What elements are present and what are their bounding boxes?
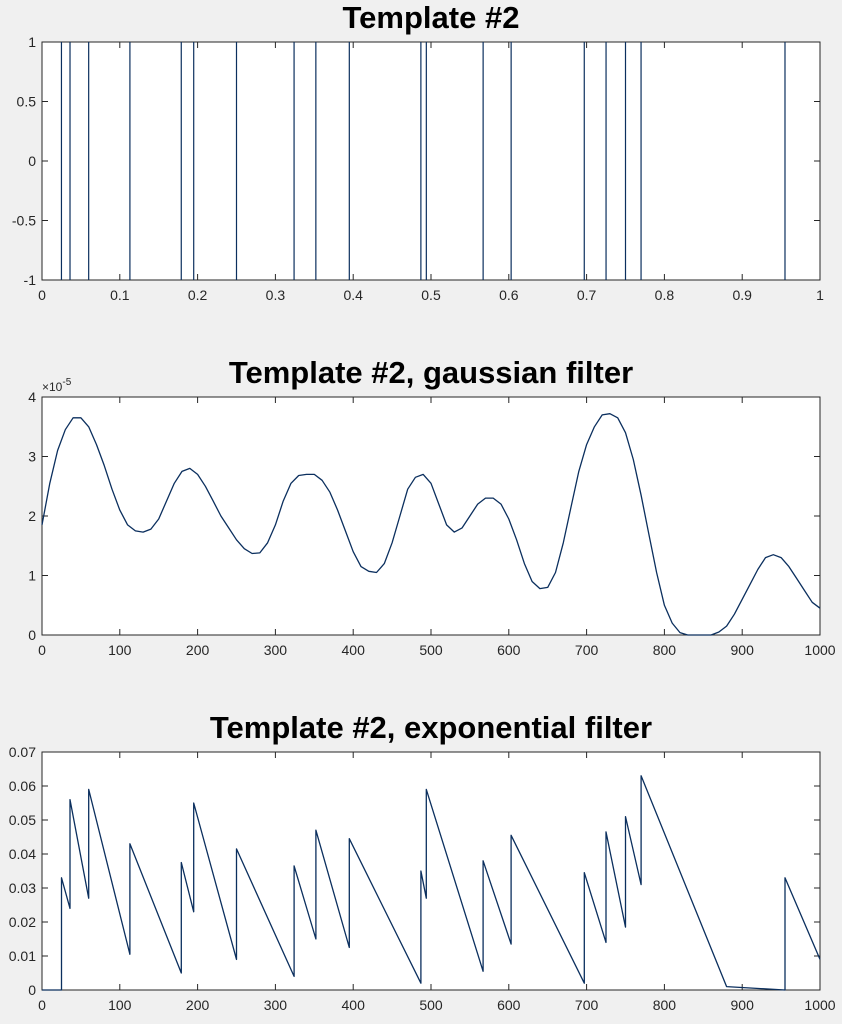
y-tick-label: 0.04 xyxy=(9,846,36,862)
chart-title: Template #2, exponential filter xyxy=(210,710,652,745)
x-tick-label: 0.3 xyxy=(266,287,286,303)
x-tick-label: 0.6 xyxy=(499,287,519,303)
chart-panel-1: Template #2 0 0.1 0.2 0.3 0.4 0.5 0.6 0.7 0.8 0.9 1… xyxy=(12,0,824,303)
x-tick-label: 600 xyxy=(497,642,521,658)
series-line xyxy=(42,775,821,991)
y-tick-label: 0.07 xyxy=(9,744,36,760)
x-tick-label: 200 xyxy=(186,997,210,1013)
y-tick-label: -0.5 xyxy=(12,213,36,229)
y-tick-label: 0.05 xyxy=(9,812,36,828)
y-tick-label: 3 xyxy=(28,449,36,465)
y-tick-label: 4 xyxy=(28,389,36,405)
x-tick-label: 1000 xyxy=(804,642,835,658)
y-tick-label: -1 xyxy=(24,272,37,288)
x-tick-label: 600 xyxy=(497,997,521,1013)
y-tick-label: 0 xyxy=(28,982,36,998)
x-tick-label: 0.8 xyxy=(655,287,675,303)
y-tick-label: 0.01 xyxy=(9,948,36,964)
x-tick-label: 400 xyxy=(342,997,366,1013)
y-exponent-label: ×10-5 xyxy=(42,377,72,394)
x-tick-label: 700 xyxy=(575,997,599,1013)
x-tick-label: 0 xyxy=(38,997,46,1013)
x-tick-label: 300 xyxy=(264,997,288,1013)
x-tick-label: 0.1 xyxy=(110,287,130,303)
y-tick-label: 0.06 xyxy=(9,778,36,794)
chart-panel-3: Template #2, exponential filter 0 100 200 30… xyxy=(9,710,836,1013)
axes-box xyxy=(41,396,821,636)
x-tick-label: 900 xyxy=(731,997,755,1013)
y-tick-label: 0 xyxy=(28,153,36,169)
x-tick-label: 200 xyxy=(186,642,210,658)
x-tick-label: 1000 xyxy=(804,997,835,1013)
x-tick-label: 0.4 xyxy=(343,287,363,303)
x-tick-label: 400 xyxy=(342,642,366,658)
y-tick-label: 0.5 xyxy=(17,94,37,110)
x-tick-label: 1 xyxy=(816,287,824,303)
x-tick-label: 0.5 xyxy=(421,287,441,303)
x-tick-label: 900 xyxy=(731,642,755,658)
axes-box xyxy=(41,41,821,281)
x-tick-label: 700 xyxy=(575,642,599,658)
x-tick-label: 800 xyxy=(653,642,677,658)
y-tick-label: 0.02 xyxy=(9,914,36,930)
x-tick-label: 100 xyxy=(108,997,132,1013)
x-tick-label: 0.7 xyxy=(577,287,597,303)
x-tick-label: 800 xyxy=(653,997,677,1013)
series-line xyxy=(41,413,821,636)
y-tick-label: 1 xyxy=(28,34,36,50)
y-tick-label: 2 xyxy=(28,508,36,524)
x-tick-label: 0 xyxy=(38,642,46,658)
chart-title: Template #2 xyxy=(343,0,520,35)
y-tick-label: 1 xyxy=(28,568,36,584)
x-tick-label: 0.9 xyxy=(732,287,752,303)
y-exponent-value: -5 xyxy=(62,377,71,388)
chart-title: Template #2, gaussian filter xyxy=(229,355,633,390)
x-tick-label: 300 xyxy=(264,642,288,658)
x-tick-label: 0 xyxy=(38,287,46,303)
y-tick-label: 0.03 xyxy=(9,880,36,896)
y-tick-label: 0 xyxy=(28,627,36,643)
x-tick-label: 500 xyxy=(419,642,443,658)
x-tick-label: 0.2 xyxy=(188,287,208,303)
axes-box xyxy=(41,751,821,991)
x-tick-label: 100 xyxy=(108,642,132,658)
x-tick-label: 500 xyxy=(419,997,443,1013)
y-exponent-base: ×10 xyxy=(42,380,63,394)
